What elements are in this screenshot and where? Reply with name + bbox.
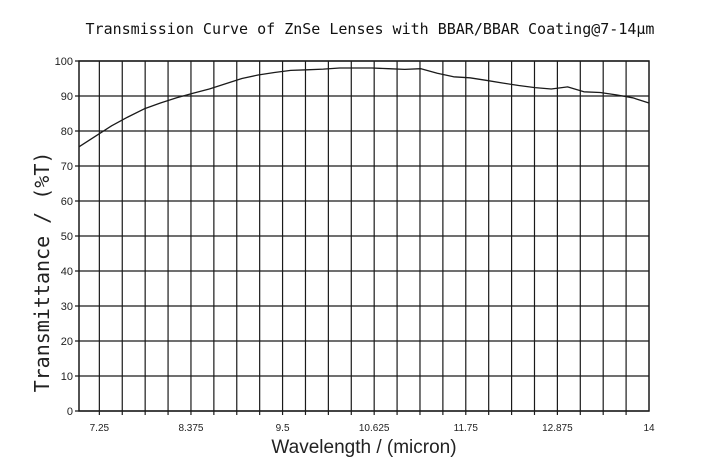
y-axis-label: Transmittance / (%T) xyxy=(30,152,54,393)
y-tick-label: 30 xyxy=(61,301,73,313)
y-tick-label: 70 xyxy=(61,161,73,173)
y-tick-label: 60 xyxy=(61,196,73,208)
y-tick-label: 0 xyxy=(67,406,73,418)
transmittance-curve xyxy=(78,67,650,148)
y-tick-label: 10 xyxy=(61,371,73,383)
y-tick-label: 20 xyxy=(61,336,73,348)
x-tick-label: 14 xyxy=(643,423,655,434)
y-tick-label: 100 xyxy=(55,56,73,68)
grid-lines xyxy=(75,60,649,415)
x-tick-label: 7.25 xyxy=(90,423,110,434)
x-tick-label: 10.625 xyxy=(359,423,390,434)
x-tick-label: 12.875 xyxy=(542,423,573,434)
y-tick-label: 50 xyxy=(61,231,73,243)
y-tick-labels: 0 10 20 30 40 50 60 70 80 90 100 xyxy=(55,56,73,418)
plot-frame xyxy=(78,60,650,412)
y-tick-label: 40 xyxy=(61,266,73,278)
x-tick-label: 8.375 xyxy=(178,423,203,434)
chart-title: Transmission Curve of ZnSe Lenses with B… xyxy=(86,20,655,38)
y-tick-label: 80 xyxy=(61,126,73,138)
y-tick-label: 90 xyxy=(61,91,73,103)
x-axis-label: Wavelength / (micron) xyxy=(271,437,456,458)
x-tick-label: 11.75 xyxy=(454,423,479,434)
x-tick-labels: 7.25 8.375 9.5 10.625 11.75 12.875 14 xyxy=(90,423,655,434)
x-tick-label: 9.5 xyxy=(276,423,290,434)
